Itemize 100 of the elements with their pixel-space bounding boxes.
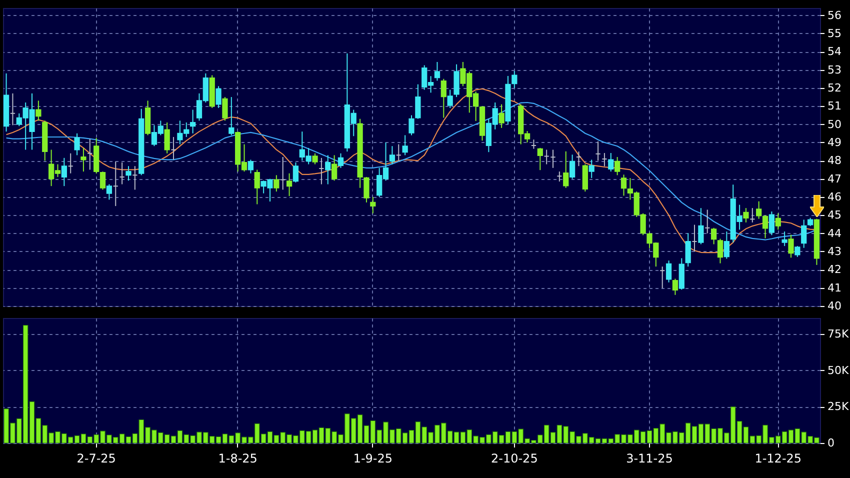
candlestick xyxy=(36,100,42,122)
candlestick xyxy=(286,172,292,197)
candlestick xyxy=(274,174,280,192)
candlestick xyxy=(788,234,794,258)
candlestick xyxy=(338,152,344,168)
candlestick xyxy=(170,136,176,160)
y-tick-label: 54 xyxy=(828,45,842,58)
candlestick xyxy=(100,171,106,190)
candlestick xyxy=(498,104,504,128)
y-tick-label: 42 xyxy=(828,263,842,276)
y-tick-label: 52 xyxy=(828,81,842,94)
x-tick-label: 2-7-25 xyxy=(76,452,116,466)
candlestick xyxy=(692,224,698,252)
candlestick xyxy=(126,166,132,182)
candlestick xyxy=(782,231,788,247)
candlestick xyxy=(704,209,710,234)
candlestick xyxy=(717,238,724,264)
candlestick xyxy=(248,159,254,174)
candlestick xyxy=(595,140,601,162)
x-tick-label: 1-8-25 xyxy=(218,452,258,466)
candlestick xyxy=(678,258,684,290)
candlestick xyxy=(530,139,537,150)
candlestick xyxy=(254,169,260,205)
candlestick xyxy=(608,152,614,172)
candlestick xyxy=(216,86,222,108)
y-tick-label: 56 xyxy=(828,8,842,22)
candlestick xyxy=(768,211,775,236)
y-tick-label: 25K xyxy=(828,400,850,414)
x-tick-label: 2-10-25 xyxy=(490,452,538,466)
y-tick-label: 41 xyxy=(828,281,842,294)
candlestick xyxy=(280,156,286,190)
candlestick xyxy=(74,132,80,156)
candlestick xyxy=(698,208,704,245)
candlestick xyxy=(112,161,118,207)
candlestick xyxy=(794,246,800,258)
y-tick-label: 75K xyxy=(828,327,850,340)
candlestick xyxy=(434,61,440,82)
candlestick xyxy=(666,260,672,283)
y-tick-label: 46 xyxy=(828,190,842,204)
candlestick xyxy=(743,208,749,223)
y-tick-label: 49 xyxy=(828,136,842,149)
y-tick-label: 40 xyxy=(828,300,842,312)
candlestick xyxy=(582,164,588,192)
candlestick xyxy=(710,227,717,245)
candlestick xyxy=(370,196,376,214)
candlestick xyxy=(415,84,421,120)
candlestick xyxy=(228,96,234,136)
candlestick xyxy=(750,208,756,223)
candlestick xyxy=(318,157,324,185)
candlestick xyxy=(87,138,93,170)
candlestick xyxy=(620,174,627,196)
candlestick xyxy=(292,162,299,183)
x-tick-label: 3-11-25 xyxy=(626,452,673,466)
candlestick xyxy=(332,154,338,182)
y-tick-label: 0 xyxy=(828,436,834,450)
candlestick xyxy=(119,162,125,185)
candlestick xyxy=(440,78,446,118)
x-tick-label: 1-12-25 xyxy=(754,452,802,466)
candlestick xyxy=(325,154,331,185)
candlestick xyxy=(364,176,370,203)
y-tick-label: 43 xyxy=(828,244,842,258)
candlestick xyxy=(402,134,408,156)
candlestick xyxy=(312,152,318,165)
candlestick xyxy=(576,151,582,167)
candlestick xyxy=(447,89,453,108)
candlestick xyxy=(106,184,112,200)
y-tick-label: 44 xyxy=(828,226,842,240)
y-tick-label: 51 xyxy=(828,100,842,113)
candlestick xyxy=(164,122,170,154)
y-tick-label: 50 xyxy=(828,118,842,131)
candlestick xyxy=(685,232,691,268)
candlestick xyxy=(569,154,576,180)
candlestick xyxy=(132,166,138,190)
y-tick-label: 48 xyxy=(828,154,842,168)
candlestick xyxy=(563,150,569,188)
y-tick-label: 50K xyxy=(828,364,850,377)
candlestick xyxy=(556,171,562,182)
candlestick xyxy=(801,219,807,248)
candlestick xyxy=(68,152,74,174)
candlestick xyxy=(672,278,678,296)
y-tick-label: 55 xyxy=(828,26,842,40)
y-tick-label: 47 xyxy=(828,172,842,186)
candlestick xyxy=(602,152,608,167)
x-tick-label: 1-9-25 xyxy=(353,452,393,466)
candlestick xyxy=(775,212,781,230)
candlestick xyxy=(762,214,768,239)
candlestick xyxy=(222,96,228,122)
candlestick xyxy=(454,64,460,98)
candlestick xyxy=(588,159,594,179)
candlestick xyxy=(389,146,396,165)
candlestick xyxy=(724,231,730,260)
candlestick xyxy=(396,144,402,162)
candlestick xyxy=(80,147,86,172)
candlestick xyxy=(61,157,67,187)
y-tick-label: 45 xyxy=(828,208,842,222)
candlestick xyxy=(756,200,762,220)
candlestick xyxy=(10,92,16,126)
candlestick xyxy=(408,114,414,136)
candlestick xyxy=(614,156,620,176)
candlestick xyxy=(537,147,543,171)
